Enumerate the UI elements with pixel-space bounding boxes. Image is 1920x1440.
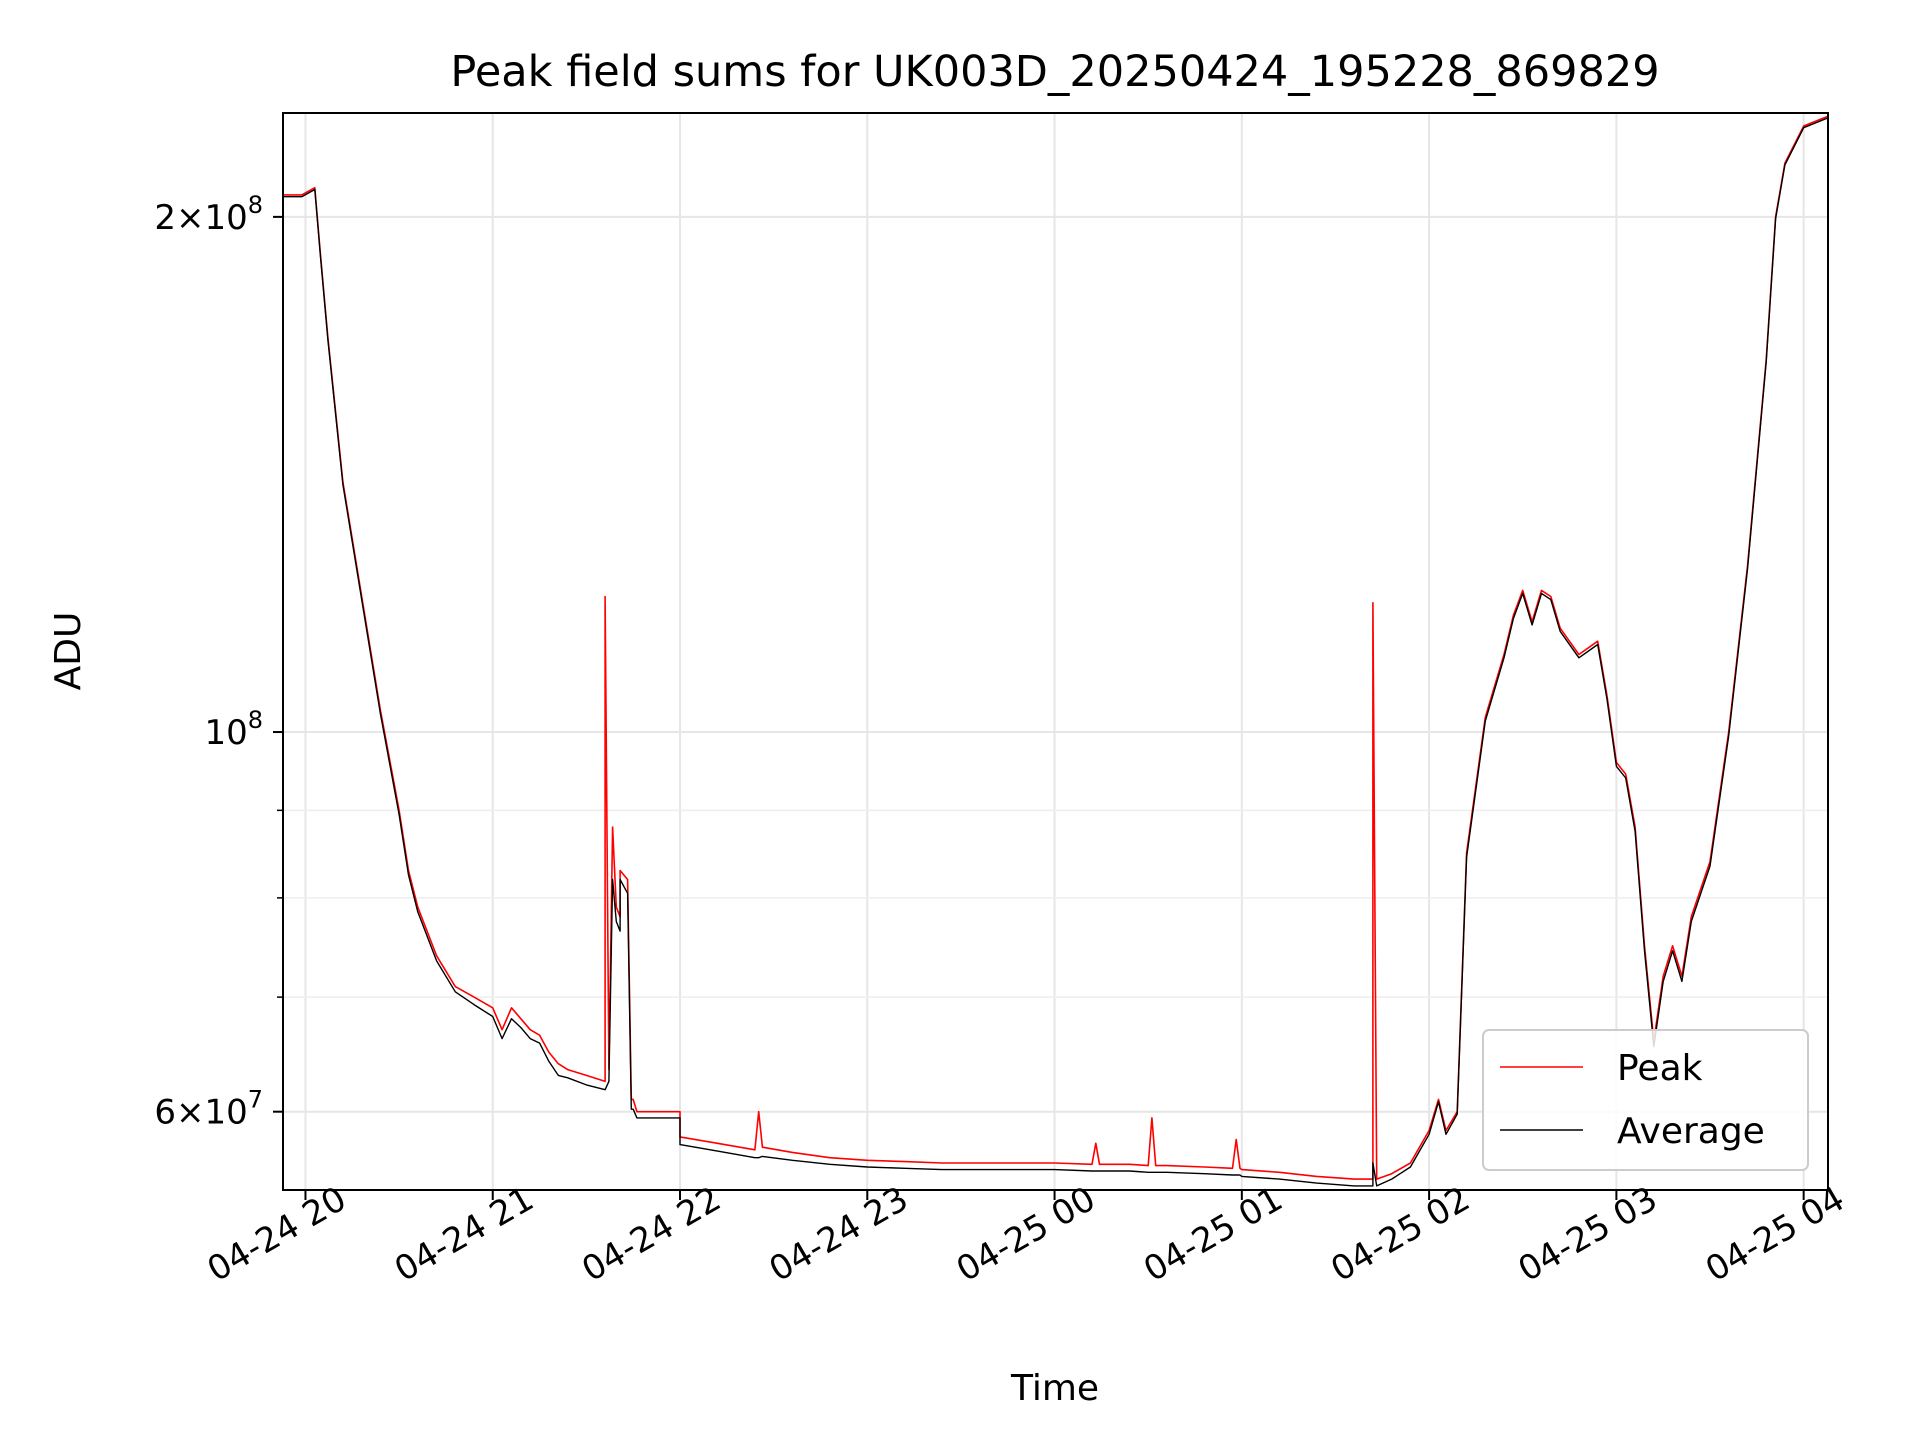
y-tick-label: 6×107 xyxy=(154,1086,263,1133)
series-line-average xyxy=(283,117,1828,1187)
legend-box xyxy=(1482,1029,1809,1171)
x-axis-title: Time xyxy=(1010,1368,1099,1409)
legend: Peak Average xyxy=(1482,1029,1809,1171)
series-layer xyxy=(283,115,1828,1187)
chart-title: Peak field sums for UK003D_20250424_1952… xyxy=(450,47,1659,97)
y-tick-label: 108 xyxy=(204,706,263,753)
y-axis: 6×107 108 2×108 xyxy=(154,191,283,1133)
y-axis-title: ADU xyxy=(48,612,89,691)
legend-label-average: Average xyxy=(1617,1111,1765,1152)
y-tick-label: 2×108 xyxy=(154,191,263,238)
legend-label-peak: Peak xyxy=(1617,1048,1703,1089)
